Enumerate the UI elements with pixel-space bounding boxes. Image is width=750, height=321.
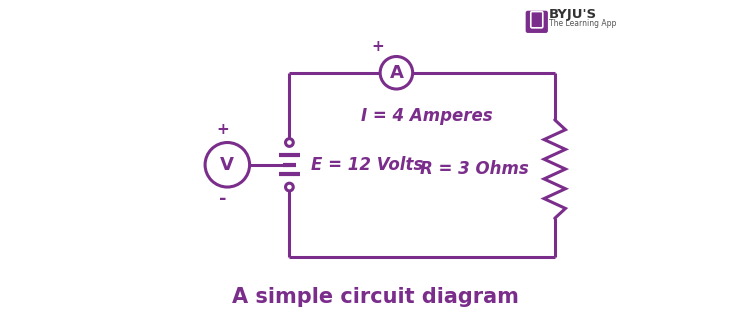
- Text: A simple circuit diagram: A simple circuit diagram: [232, 288, 518, 308]
- FancyBboxPatch shape: [526, 11, 548, 33]
- Text: The Learning App: The Learning App: [549, 19, 616, 28]
- Text: A: A: [389, 64, 404, 82]
- Text: V: V: [220, 156, 234, 174]
- Circle shape: [380, 56, 412, 89]
- Circle shape: [286, 139, 293, 146]
- Text: +: +: [217, 122, 229, 137]
- Text: R = 3 Ohms: R = 3 Ohms: [420, 160, 529, 178]
- Text: -: -: [219, 190, 226, 208]
- Circle shape: [205, 143, 250, 187]
- Circle shape: [286, 183, 293, 191]
- Text: E = 12 Volts: E = 12 Volts: [310, 156, 423, 174]
- Text: +: +: [371, 39, 384, 54]
- Text: BYJU'S: BYJU'S: [549, 8, 597, 21]
- Text: I = 4 Amperes: I = 4 Amperes: [361, 107, 492, 125]
